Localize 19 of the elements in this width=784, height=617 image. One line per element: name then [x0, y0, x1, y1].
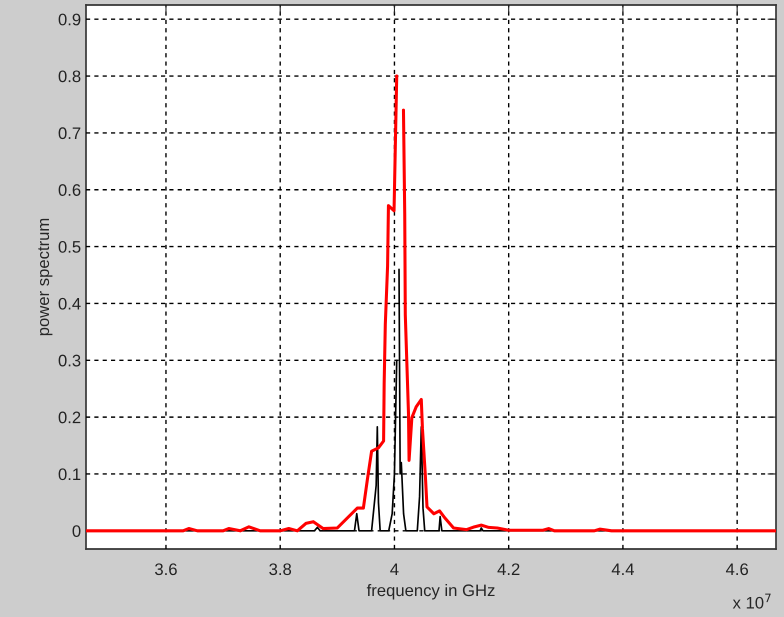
y-tick-label: 0.3: [58, 354, 80, 366]
x-tick-label: 3.8: [269, 563, 292, 576]
x-tick-label: 4.4: [612, 564, 634, 575]
y-tick-label: 0.9: [58, 14, 80, 26]
y-tick-label: 0.8: [58, 70, 80, 82]
x-tick-label: 4: [390, 564, 399, 575]
y-tick-label: 0.2: [58, 412, 80, 424]
text: x 10$^{7}$: [732, 594, 771, 609]
y-tick-label: 0.1: [58, 468, 80, 480]
x-tick-label: 3.6: [155, 563, 177, 576]
y-axis-title: power spectrum: [38, 218, 52, 336]
x-tick-label: 4.6: [726, 563, 748, 576]
y-tick-label: 0: [72, 525, 80, 538]
y-tick-label: 0.7: [58, 127, 80, 140]
x-tick-label: 4.2: [497, 563, 520, 575]
y-tick-label: 0.4: [58, 298, 81, 310]
y-tick-label: 0.6: [58, 184, 80, 196]
x-axis-title: frequency in GHz: [366, 584, 495, 600]
y-tick-label: 0.5: [58, 240, 80, 253]
